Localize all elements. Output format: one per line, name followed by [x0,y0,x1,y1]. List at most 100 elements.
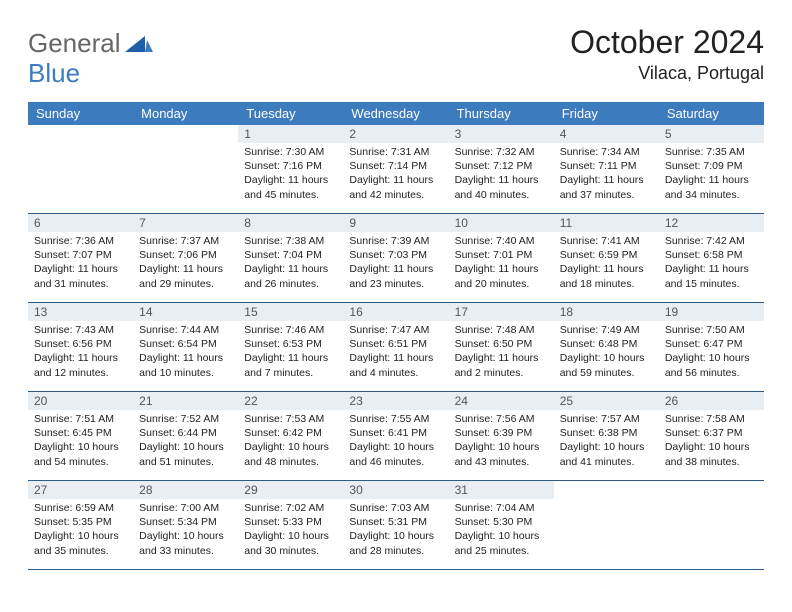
weekday-header: Monday [133,102,238,125]
day-number: 26 [659,392,764,410]
day-number: 6 [28,214,133,232]
day-number: 19 [659,303,764,321]
sunset-line: Sunset: 7:12 PM [455,159,548,173]
sunset-line: Sunset: 6:45 PM [34,426,127,440]
daylight-line: Daylight: 10 hours and 48 minutes. [244,440,337,468]
sunset-line: Sunset: 7:03 PM [349,248,442,262]
daylight-line: Daylight: 11 hours and 26 minutes. [244,262,337,290]
calendar-week-row: 1Sunrise: 7:30 AMSunset: 7:16 PMDaylight… [28,125,764,214]
location-label: Vilaca, Portugal [570,63,764,84]
day-number: 20 [28,392,133,410]
daylight-line: Daylight: 11 hours and 4 minutes. [349,351,442,379]
sunrise-line: Sunrise: 7:00 AM [139,501,232,515]
daylight-line: Daylight: 10 hours and 41 minutes. [560,440,653,468]
day-details: Sunrise: 7:04 AMSunset: 5:30 PMDaylight:… [449,499,554,562]
calendar-empty-cell [659,481,764,570]
sunset-line: Sunset: 6:37 PM [665,426,758,440]
day-details: Sunrise: 7:35 AMSunset: 7:09 PMDaylight:… [659,143,764,206]
day-number: 22 [238,392,343,410]
day-details: Sunrise: 7:49 AMSunset: 6:48 PMDaylight:… [554,321,659,384]
day-number: 2 [343,125,448,143]
sunset-line: Sunset: 7:14 PM [349,159,442,173]
day-number: 30 [343,481,448,499]
sunrise-line: Sunrise: 7:42 AM [665,234,758,248]
day-number: 8 [238,214,343,232]
sunset-line: Sunset: 6:39 PM [455,426,548,440]
day-details: Sunrise: 7:41 AMSunset: 6:59 PMDaylight:… [554,232,659,295]
calendar-day-cell: 13Sunrise: 7:43 AMSunset: 6:56 PMDayligh… [28,303,133,392]
day-number: 10 [449,214,554,232]
day-number: 28 [133,481,238,499]
calendar-day-cell: 9Sunrise: 7:39 AMSunset: 7:03 PMDaylight… [343,214,448,303]
daylight-line: Daylight: 11 hours and 18 minutes. [560,262,653,290]
sunrise-line: Sunrise: 7:35 AM [665,145,758,159]
day-details: Sunrise: 7:50 AMSunset: 6:47 PMDaylight:… [659,321,764,384]
daylight-line: Daylight: 11 hours and 2 minutes. [455,351,548,379]
day-details: Sunrise: 7:55 AMSunset: 6:41 PMDaylight:… [343,410,448,473]
calendar-day-cell: 31Sunrise: 7:04 AMSunset: 5:30 PMDayligh… [449,481,554,570]
sunset-line: Sunset: 7:01 PM [455,248,548,262]
sunset-line: Sunset: 7:07 PM [34,248,127,262]
weekday-header: Wednesday [343,102,448,125]
day-number: 18 [554,303,659,321]
calendar-day-cell: 14Sunrise: 7:44 AMSunset: 6:54 PMDayligh… [133,303,238,392]
daylight-line: Daylight: 10 hours and 54 minutes. [34,440,127,468]
sunrise-line: Sunrise: 7:55 AM [349,412,442,426]
day-number: 11 [554,214,659,232]
daylight-line: Daylight: 10 hours and 25 minutes. [455,529,548,557]
day-details: Sunrise: 7:37 AMSunset: 7:06 PMDaylight:… [133,232,238,295]
day-number: 4 [554,125,659,143]
sunset-line: Sunset: 5:35 PM [34,515,127,529]
weekday-header: Tuesday [238,102,343,125]
day-details: Sunrise: 7:36 AMSunset: 7:07 PMDaylight:… [28,232,133,295]
day-details: Sunrise: 7:02 AMSunset: 5:33 PMDaylight:… [238,499,343,562]
sunset-line: Sunset: 7:04 PM [244,248,337,262]
daylight-line: Daylight: 11 hours and 34 minutes. [665,173,758,201]
calendar-day-cell: 20Sunrise: 7:51 AMSunset: 6:45 PMDayligh… [28,392,133,481]
daylight-line: Daylight: 10 hours and 28 minutes. [349,529,442,557]
sunrise-line: Sunrise: 7:52 AM [139,412,232,426]
calendar-day-cell: 16Sunrise: 7:47 AMSunset: 6:51 PMDayligh… [343,303,448,392]
daylight-line: Daylight: 11 hours and 20 minutes. [455,262,548,290]
sunset-line: Sunset: 5:30 PM [455,515,548,529]
calendar-day-cell: 24Sunrise: 7:56 AMSunset: 6:39 PMDayligh… [449,392,554,481]
calendar-week-row: 27Sunrise: 6:59 AMSunset: 5:35 PMDayligh… [28,481,764,570]
calendar-week-row: 6Sunrise: 7:36 AMSunset: 7:07 PMDaylight… [28,214,764,303]
daylight-line: Daylight: 10 hours and 35 minutes. [34,529,127,557]
sunrise-line: Sunrise: 7:57 AM [560,412,653,426]
day-number: 25 [554,392,659,410]
daylight-line: Daylight: 10 hours and 43 minutes. [455,440,548,468]
daylight-line: Daylight: 11 hours and 12 minutes. [34,351,127,379]
calendar-day-cell: 19Sunrise: 7:50 AMSunset: 6:47 PMDayligh… [659,303,764,392]
sunrise-line: Sunrise: 7:37 AM [139,234,232,248]
day-number: 31 [449,481,554,499]
calendar-day-cell: 5Sunrise: 7:35 AMSunset: 7:09 PMDaylight… [659,125,764,214]
brand-logo: General [28,24,155,59]
sunset-line: Sunset: 6:50 PM [455,337,548,351]
calendar-day-cell: 10Sunrise: 7:40 AMSunset: 7:01 PMDayligh… [449,214,554,303]
weekday-header: Thursday [449,102,554,125]
sunrise-line: Sunrise: 7:03 AM [349,501,442,515]
daylight-line: Daylight: 11 hours and 37 minutes. [560,173,653,201]
daylight-line: Daylight: 10 hours and 51 minutes. [139,440,232,468]
day-details: Sunrise: 7:42 AMSunset: 6:58 PMDaylight:… [659,232,764,295]
sunset-line: Sunset: 5:33 PM [244,515,337,529]
daylight-line: Daylight: 11 hours and 23 minutes. [349,262,442,290]
title-block: October 2024 Vilaca, Portugal [570,24,764,84]
sunrise-line: Sunrise: 7:04 AM [455,501,548,515]
calendar-day-cell: 29Sunrise: 7:02 AMSunset: 5:33 PMDayligh… [238,481,343,570]
sunset-line: Sunset: 6:54 PM [139,337,232,351]
sunrise-line: Sunrise: 7:48 AM [455,323,548,337]
sunset-line: Sunset: 6:59 PM [560,248,653,262]
calendar-day-cell: 21Sunrise: 7:52 AMSunset: 6:44 PMDayligh… [133,392,238,481]
sunrise-line: Sunrise: 7:47 AM [349,323,442,337]
daylight-line: Daylight: 10 hours and 33 minutes. [139,529,232,557]
daylight-line: Daylight: 10 hours and 30 minutes. [244,529,337,557]
calendar-day-cell: 23Sunrise: 7:55 AMSunset: 6:41 PMDayligh… [343,392,448,481]
daylight-line: Daylight: 11 hours and 29 minutes. [139,262,232,290]
brand-word-2: Blue [28,58,80,88]
day-details: Sunrise: 7:58 AMSunset: 6:37 PMDaylight:… [659,410,764,473]
calendar-day-cell: 22Sunrise: 7:53 AMSunset: 6:42 PMDayligh… [238,392,343,481]
day-number: 23 [343,392,448,410]
sunrise-line: Sunrise: 7:30 AM [244,145,337,159]
